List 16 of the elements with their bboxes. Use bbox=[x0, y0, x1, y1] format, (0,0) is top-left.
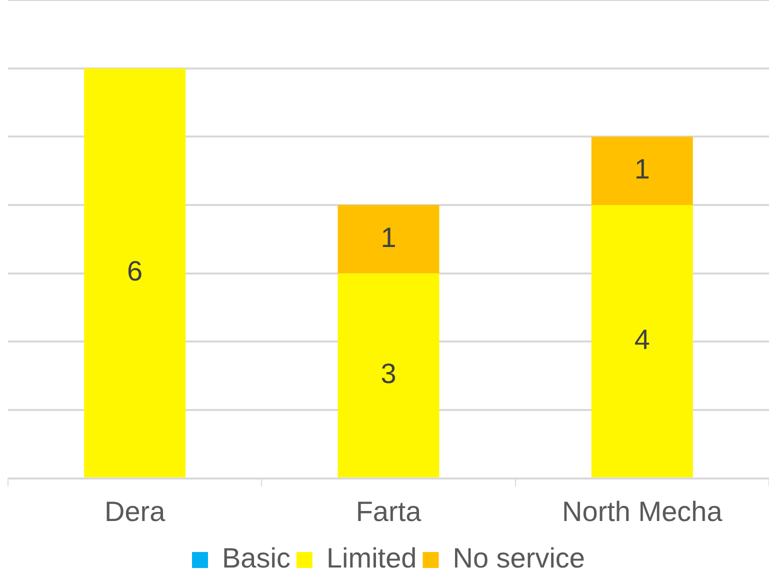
bar bbox=[84, 68, 186, 478]
data-label: 3 bbox=[380, 358, 396, 390]
bar bbox=[338, 205, 440, 274]
legend-label: Basic bbox=[222, 542, 290, 574]
data-label: 1 bbox=[380, 222, 396, 253]
x-tick-label: Farta bbox=[356, 496, 422, 527]
data-label: 4 bbox=[634, 324, 650, 355]
bar bbox=[591, 205, 693, 478]
legend-label: Limited bbox=[326, 542, 417, 574]
bar bbox=[338, 273, 440, 478]
x-tick-label: Dera bbox=[104, 496, 166, 527]
x-tick-label: North Mecha bbox=[562, 496, 723, 527]
data-label: 6 bbox=[127, 256, 143, 287]
legend-label: No service bbox=[452, 542, 585, 574]
bar bbox=[591, 136, 693, 206]
data-label: 1 bbox=[634, 154, 650, 185]
